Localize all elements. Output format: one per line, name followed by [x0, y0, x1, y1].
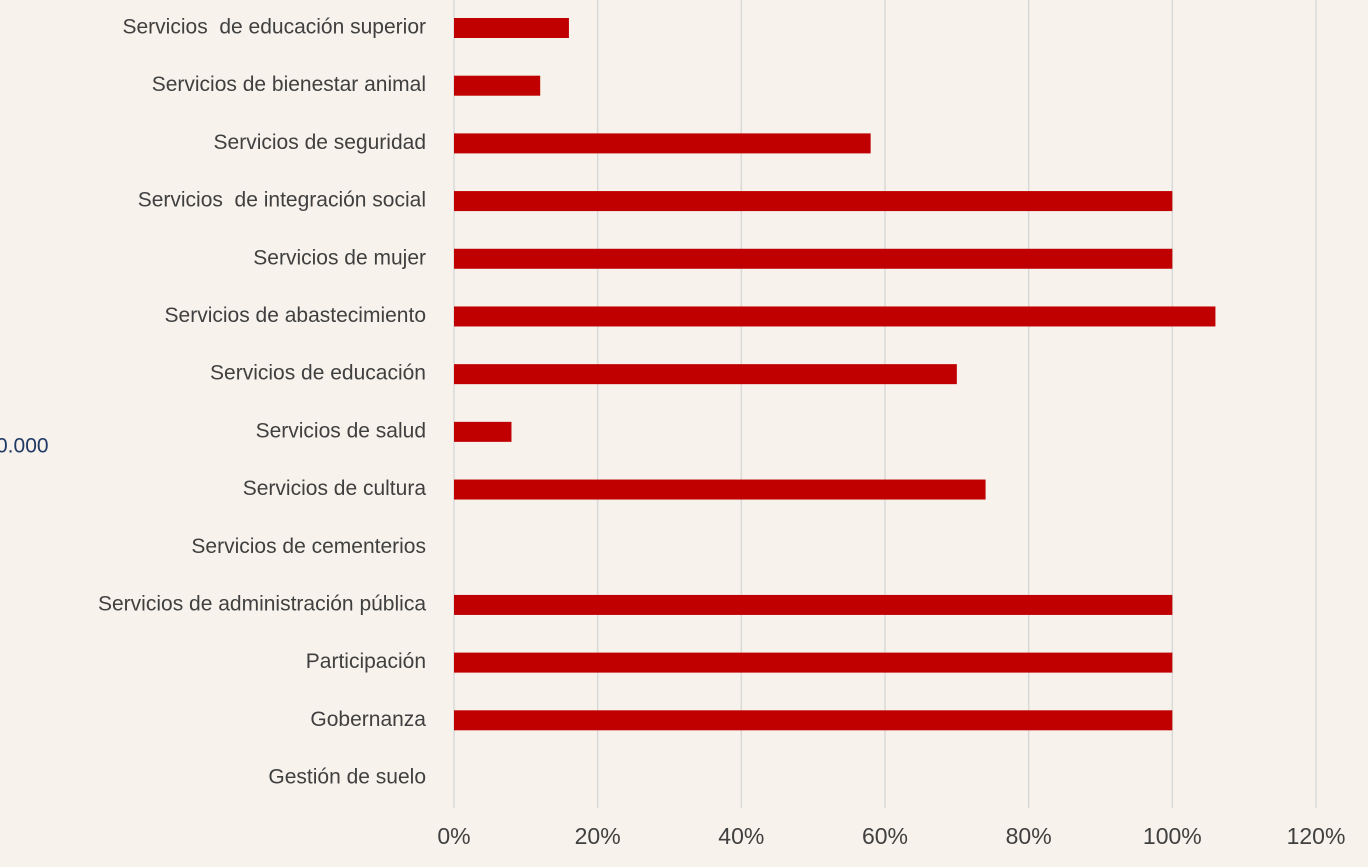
- y-tick-label: Servicios de cultura: [243, 477, 427, 500]
- y-tick-label: Servicios de abastecimiento: [165, 304, 426, 327]
- y-tick-label: Servicios de educación superior: [123, 16, 427, 39]
- bar: [454, 18, 569, 38]
- y-tick-label: Gobernanza: [310, 708, 426, 731]
- y-tick-label: Gestión de suelo: [268, 766, 426, 789]
- bar: [454, 248, 1173, 269]
- bar: [454, 191, 1173, 212]
- annotation: 0.000: [0, 435, 49, 458]
- y-tick-label: Servicios de salud: [256, 419, 426, 442]
- y-tick-label: Servicios de bienestar animal: [152, 73, 426, 96]
- bar: [454, 306, 1216, 327]
- bar: [454, 421, 512, 442]
- x-tick-label: 80%: [1006, 823, 1052, 849]
- y-tick-label: Servicios de integración social: [138, 189, 426, 212]
- bar: [454, 133, 871, 154]
- y-tick-label: Servicios de educación: [210, 362, 426, 385]
- bar: [454, 594, 1173, 615]
- y-tick-label: Participación: [306, 650, 426, 673]
- bar: [454, 364, 957, 385]
- x-tick-label: 0%: [437, 823, 470, 849]
- x-tick-label: 60%: [862, 823, 908, 849]
- bar: [454, 652, 1173, 673]
- y-tick-label: Servicios de mujer: [253, 246, 426, 269]
- x-tick-label: 100%: [1143, 823, 1202, 849]
- bar: [454, 710, 1173, 731]
- bar: [454, 479, 986, 500]
- y-tick-label: Servicios de seguridad: [214, 131, 426, 154]
- y-tick-label: Servicios de cementerios: [191, 535, 426, 558]
- x-tick-label: 20%: [575, 823, 621, 849]
- bar: [454, 75, 541, 96]
- y-tick-label: Servicios de administración pública: [98, 592, 426, 615]
- x-tick-label: 120%: [1287, 823, 1346, 849]
- x-tick-label: 40%: [718, 823, 764, 849]
